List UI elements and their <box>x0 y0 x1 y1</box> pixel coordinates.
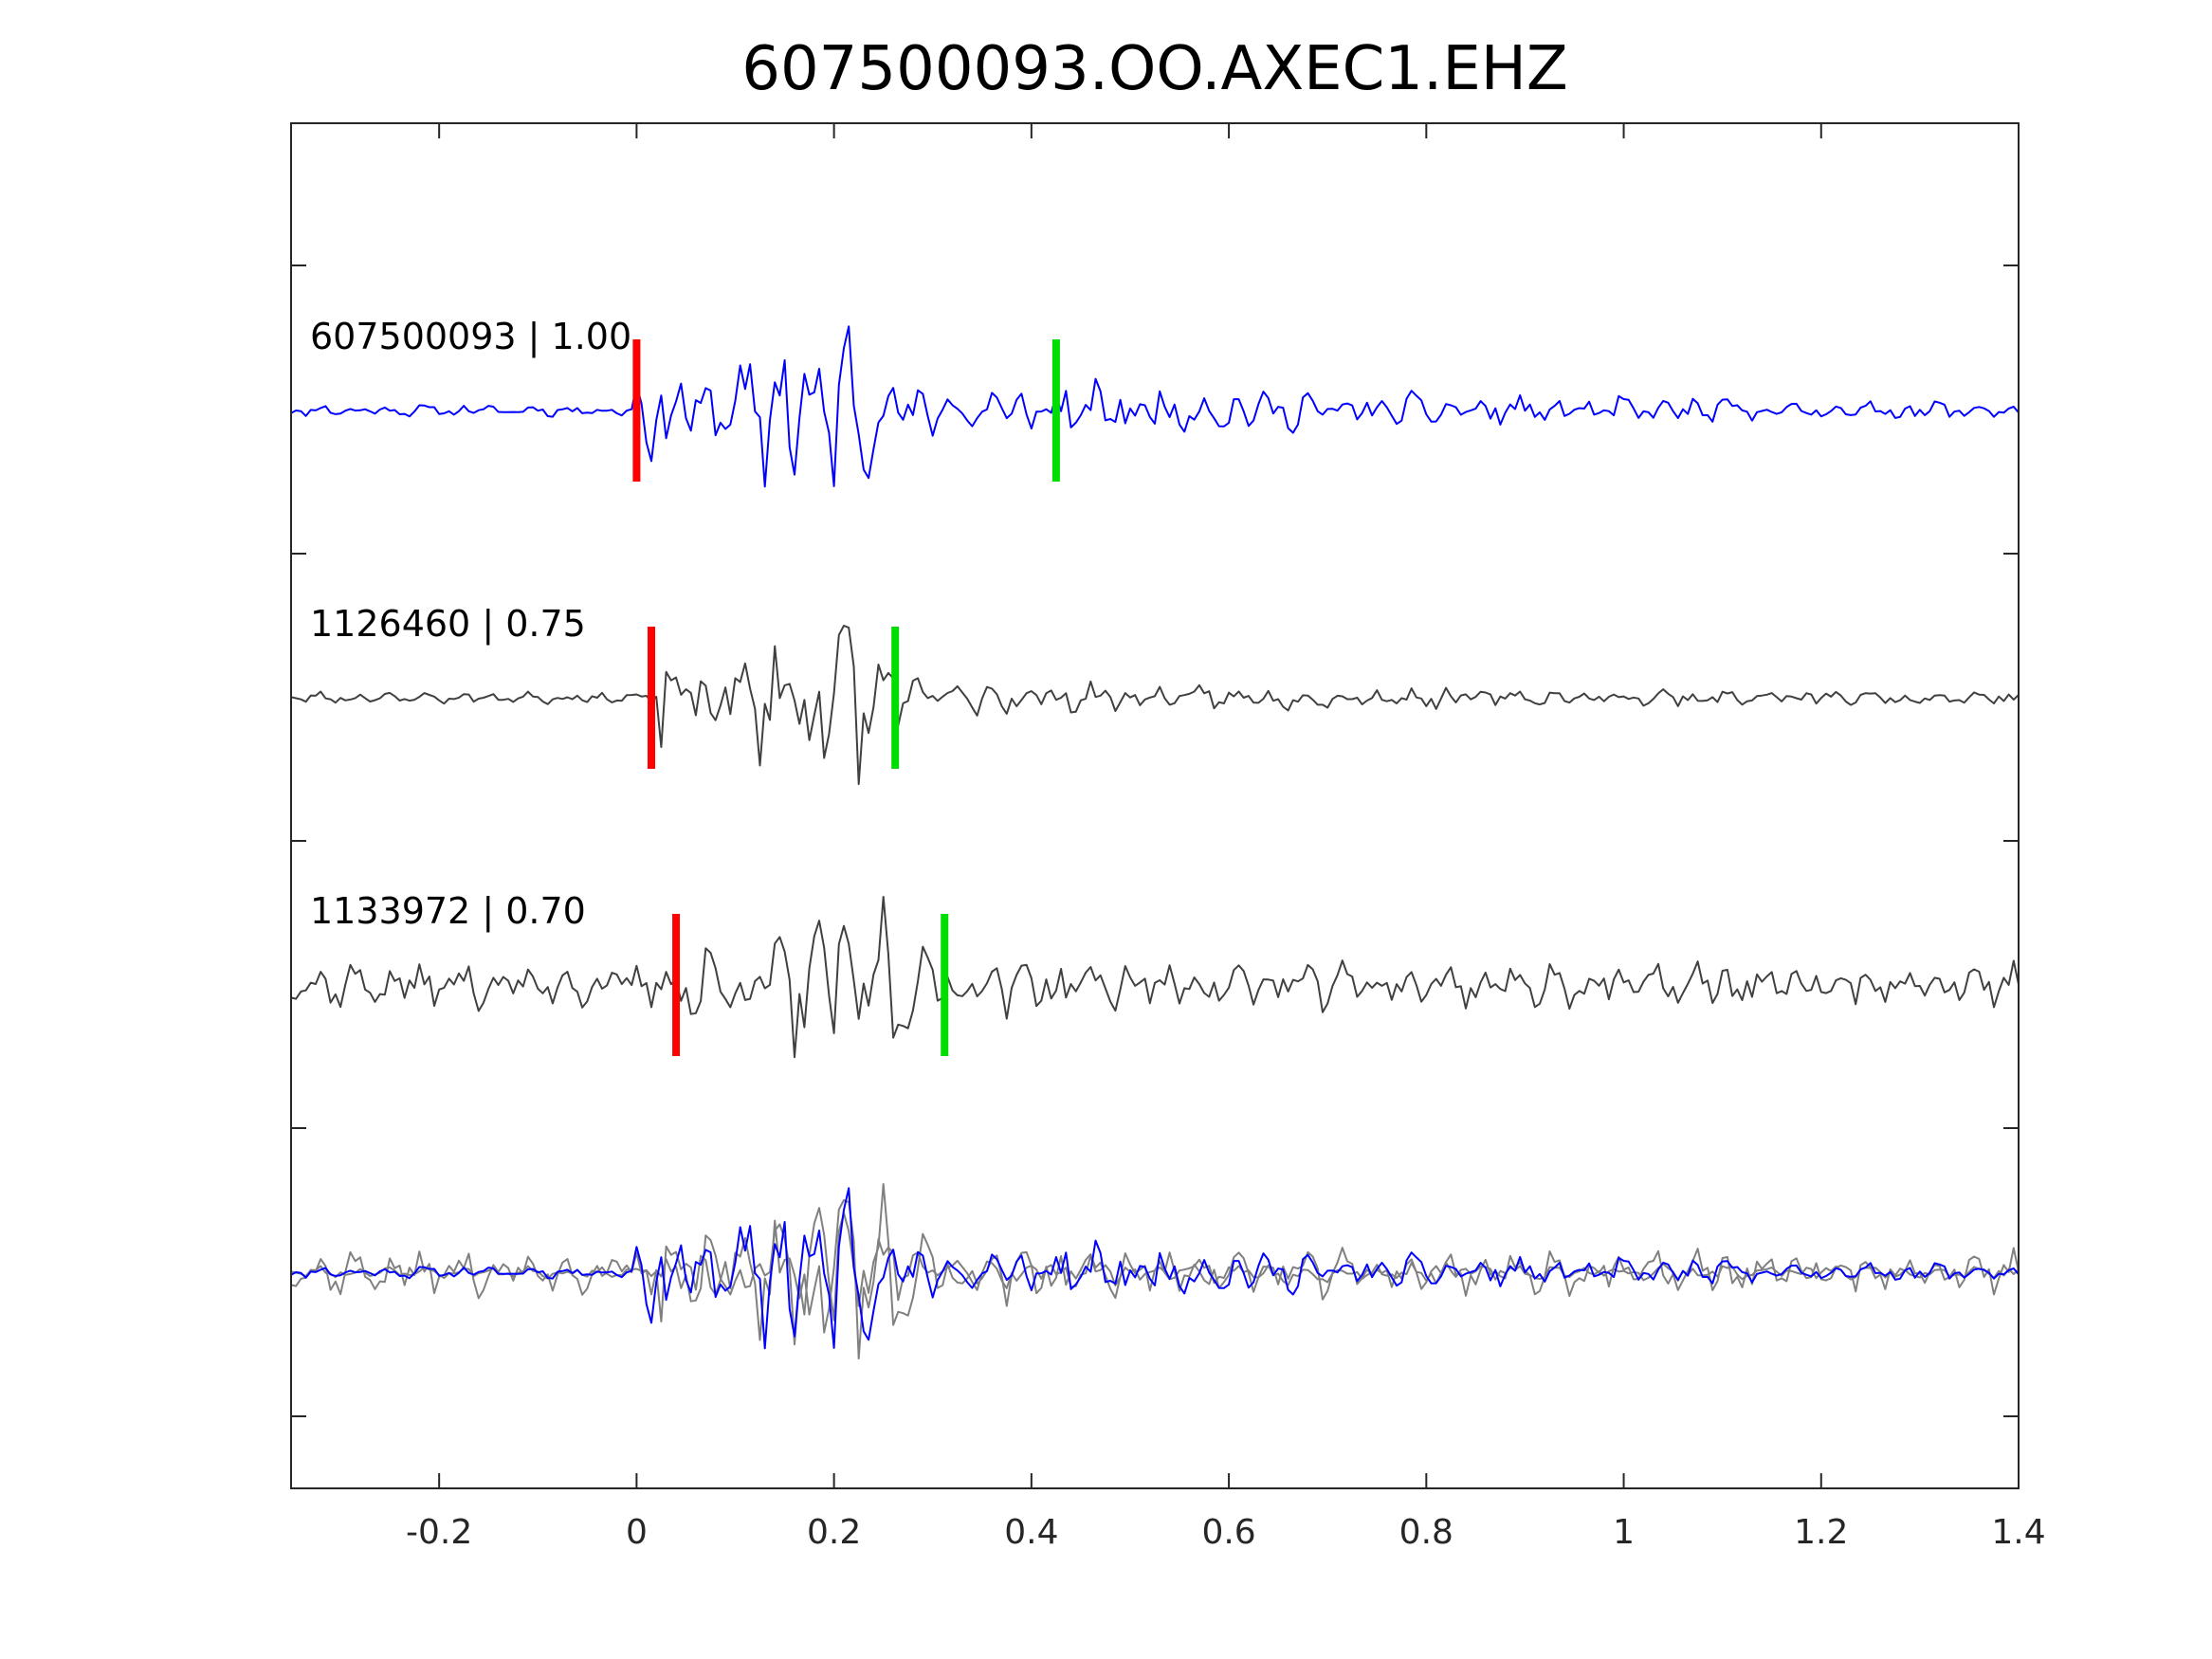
waveform-trace-2 <box>290 625 2020 786</box>
waveform-trace-1 <box>290 325 2020 488</box>
overlay-trace-3 <box>290 1183 2020 1346</box>
trace-label-2: 1126460 | 0.75 <box>310 603 586 646</box>
x-tick-label: 0.2 <box>807 1513 861 1552</box>
waveform-trace-3 <box>290 896 2020 1059</box>
trace-label-1: 607500093 | 1.00 <box>310 316 631 358</box>
x-tick-label: 0 <box>626 1513 648 1552</box>
trace-labels: 607500093 | 1.00 1126460 | 0.75 1133972 | … <box>310 316 631 933</box>
trace-label-3: 1133972 | 0.70 <box>310 890 586 933</box>
overlay-trace-1 <box>290 1187 2020 1350</box>
axes-frame <box>290 122 2020 1489</box>
chart-title: 607500093.OO.AXEC1.EHZ <box>741 34 1568 104</box>
x-tick-label: 0.8 <box>1399 1513 1453 1552</box>
axis-ticks: -0.2 0 0.2 0.4 0.6 0.8 1 1.2 1.4 <box>291 123 2046 1552</box>
x-tick-label: -0.2 <box>406 1513 472 1552</box>
x-tick-label: 0.6 <box>1201 1513 1255 1552</box>
x-tick-label: 1.4 <box>1991 1513 2045 1552</box>
plot-area <box>290 325 2020 1360</box>
x-tick-label: 0.4 <box>1004 1513 1058 1552</box>
x-tick-label: 1 <box>1613 1513 1635 1552</box>
x-tick-label: 1.2 <box>1794 1513 1848 1552</box>
